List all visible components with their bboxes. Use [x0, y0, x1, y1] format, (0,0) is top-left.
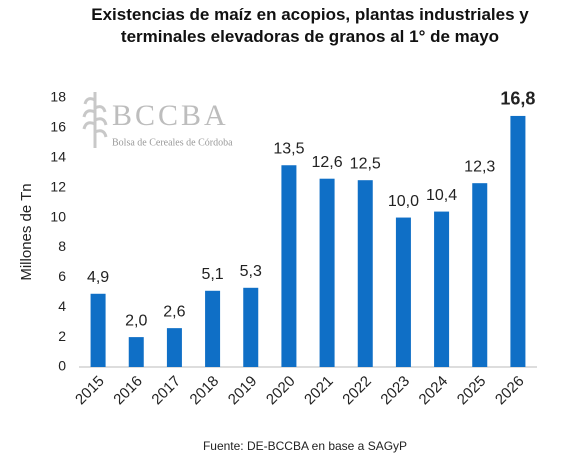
x-tick-label: 2020	[263, 373, 299, 409]
y-tick-label: 12	[50, 178, 66, 194]
value-label: 12,6	[312, 154, 343, 171]
x-tick-label: 2016	[110, 373, 146, 409]
value-label: 12,3	[464, 158, 495, 175]
bar	[395, 217, 411, 367]
y-axis-label: Millones de Tn	[18, 183, 35, 280]
x-tick-label: 2021	[301, 373, 337, 409]
x-tick-label: 2026	[492, 373, 528, 409]
value-label: 13,5	[273, 140, 304, 157]
x-tick-label: 2022	[339, 373, 375, 409]
bar	[319, 178, 335, 367]
bar	[205, 290, 221, 367]
y-tick-label: 4	[58, 298, 66, 314]
y-tick-label: 18	[50, 89, 66, 105]
bar	[243, 287, 259, 367]
y-tick-label: 16	[50, 119, 66, 135]
x-tick-label: 2025	[454, 373, 490, 409]
x-tick-label: 2017	[148, 373, 184, 409]
bar	[472, 183, 488, 367]
value-label: 4,9	[87, 269, 109, 286]
value-label: 5,1	[201, 266, 223, 283]
watermark-name: BCCBA	[112, 99, 229, 132]
bar	[166, 328, 182, 367]
y-tick-label: 10	[50, 208, 66, 224]
y-tick-label: 6	[58, 268, 66, 284]
x-tick-label: 2023	[377, 373, 413, 409]
bar	[281, 165, 297, 367]
source: Fuente: DE-BCCBA en base a SAGyP	[203, 439, 407, 453]
value-label: 10,4	[426, 187, 457, 204]
value-label: 16,8	[500, 89, 535, 109]
x-tick-label: 2015	[72, 373, 108, 409]
y-tick-label: 8	[58, 238, 66, 254]
x-tick-label: 2018	[187, 373, 223, 409]
watermark-logo	[82, 92, 108, 148]
y-tick-label: 2	[58, 328, 66, 344]
value-label: 2,0	[125, 312, 147, 329]
y-tick-label: 0	[58, 358, 66, 374]
watermark-subtitle: Bolsa de Cereales de Córdoba	[112, 137, 233, 148]
value-label: 2,6	[163, 303, 185, 320]
value-label: 12,5	[350, 155, 381, 172]
value-label: 5,3	[240, 263, 262, 280]
x-tick-label: 2024	[416, 373, 452, 409]
bar	[128, 337, 144, 367]
bar	[90, 293, 106, 367]
bar	[434, 211, 450, 367]
chart-title: Existencias de maíz en acopios, plantas …	[91, 5, 529, 46]
y-tick-label: 14	[50, 148, 66, 164]
bar	[357, 180, 373, 367]
value-label: 10,0	[388, 193, 419, 210]
x-tick-label: 2019	[225, 373, 261, 409]
bar	[510, 115, 526, 367]
